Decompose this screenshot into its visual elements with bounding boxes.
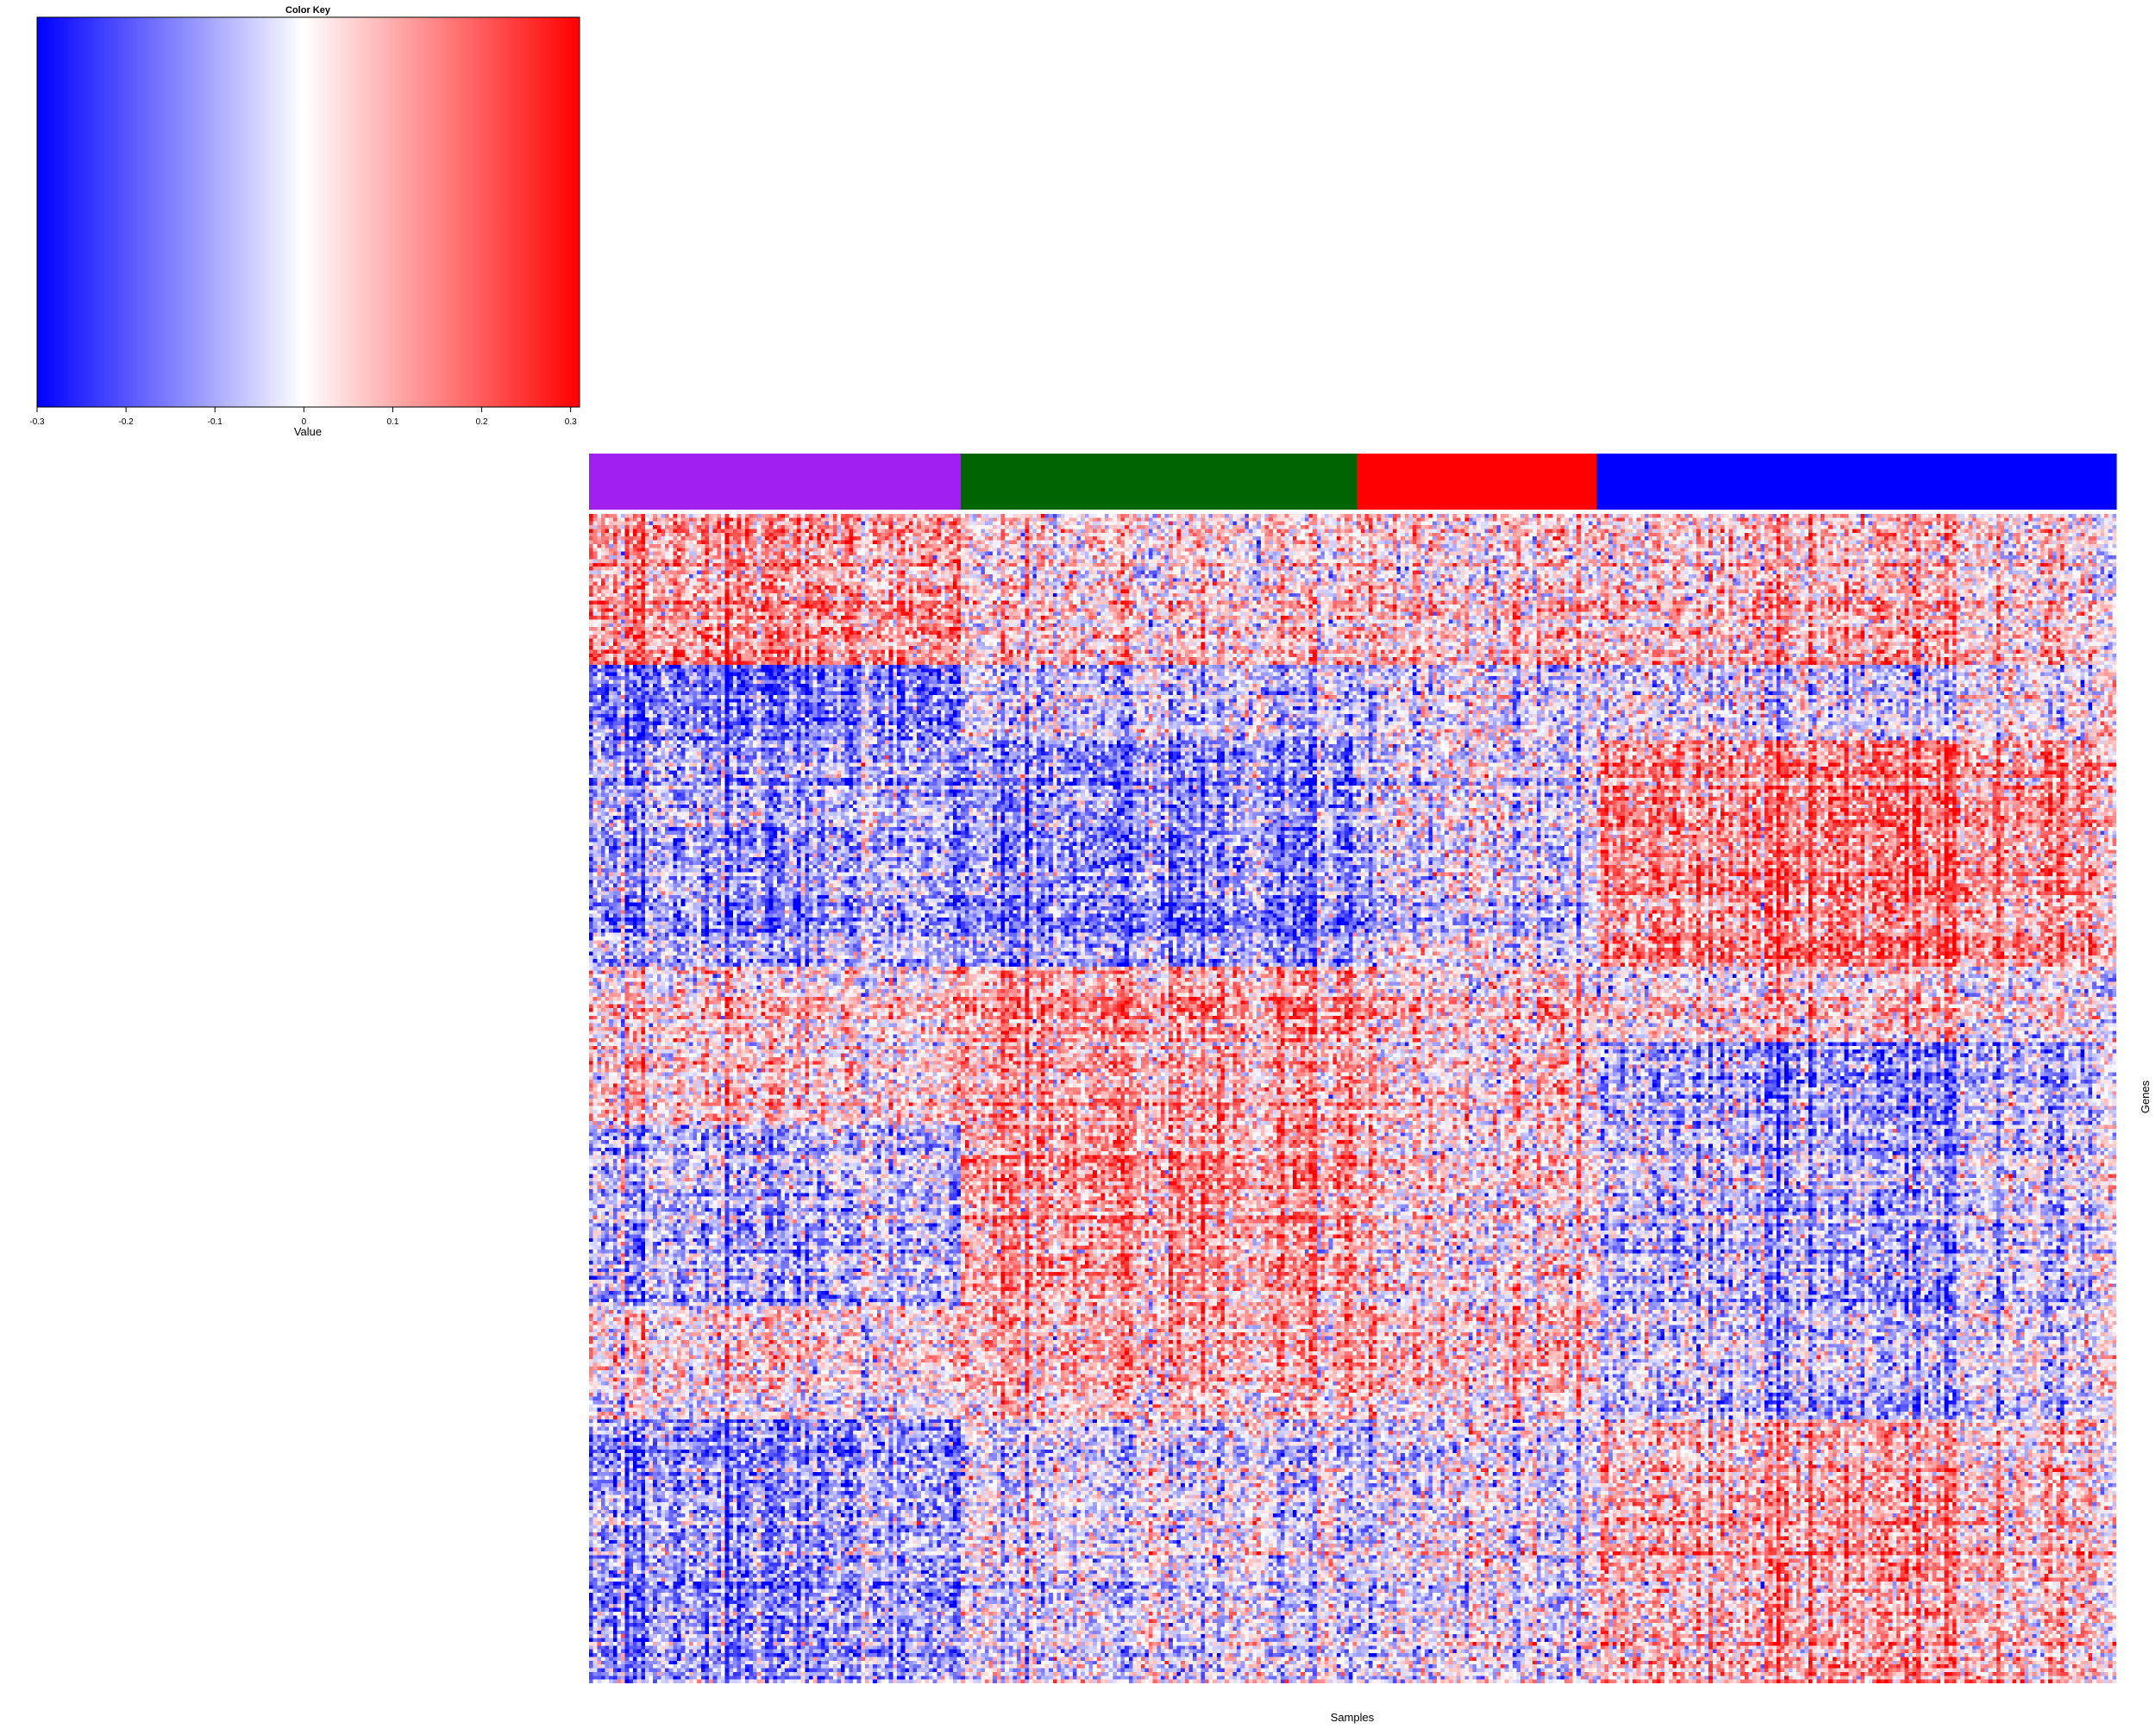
- x-axis-label: Samples: [1331, 1711, 1375, 1724]
- color-key-gradient: [36, 16, 580, 408]
- heatmap-body: [589, 514, 2116, 1683]
- sample-group-group-3: [1357, 454, 1597, 510]
- color-key-tick-label: 0.1: [387, 417, 399, 427]
- color-key-tick-label: 0.3: [565, 417, 577, 427]
- color-key-tick-label: 0: [302, 417, 307, 427]
- color-key-tick-label: -0.3: [29, 417, 45, 427]
- sample-group-group-2: [961, 454, 1357, 510]
- sample-group-group-4: [1596, 454, 2117, 510]
- sample-group-bar: [589, 454, 2117, 510]
- sample-group-group-1: [589, 454, 962, 510]
- color-key-axis: -0.3 -0.2 -0.1 0 0.1 0.2 0.3: [29, 406, 577, 427]
- color-key: Color Key -0.3 -0.2 -0.1 0 0.1 0.2 0.3 Value: [29, 5, 580, 438]
- color-key-tick-label: -0.2: [118, 417, 134, 427]
- color-key-xlabel: Value: [294, 425, 322, 438]
- color-key-tick-label: -0.1: [208, 417, 223, 427]
- color-key-tick-label: 0.2: [476, 417, 488, 427]
- heatmap-cells: [589, 514, 2116, 1683]
- color-key-title: Color Key: [285, 5, 331, 16]
- y-axis-label: Genes: [2139, 1080, 2152, 1113]
